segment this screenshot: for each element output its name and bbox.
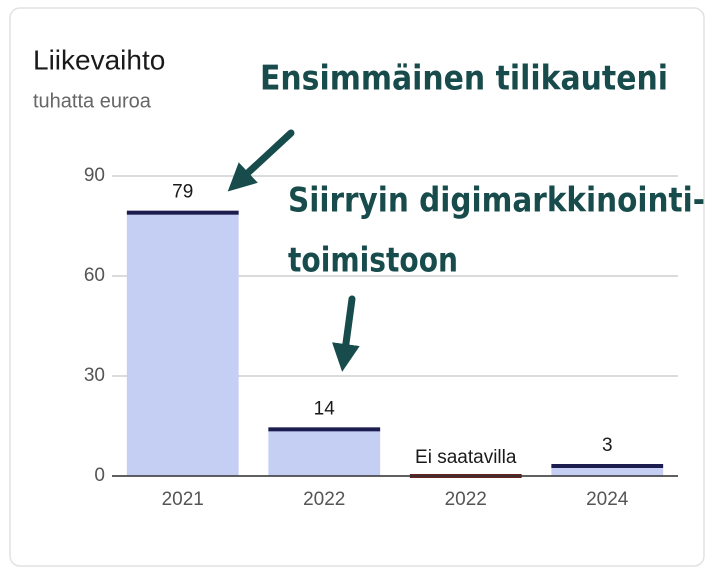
annotation: toimistoon <box>288 241 458 281</box>
arrow <box>332 295 360 372</box>
arrow <box>227 129 295 192</box>
bar <box>126 212 239 476</box>
y-tick-label: 30 <box>84 365 105 386</box>
y-tick-label: 90 <box>84 165 105 186</box>
value-label: 14 <box>314 398 336 419</box>
value-label: 3 <box>602 435 613 456</box>
bar <box>268 429 381 476</box>
y-tick-label: 0 <box>94 465 105 486</box>
annotation: Siirryin digimarkkinointi- <box>288 181 705 221</box>
x-tick-label: 2021 <box>162 489 204 510</box>
y-tick-label: 60 <box>84 265 105 286</box>
bar-cap <box>551 464 664 468</box>
chart-subtitle: tuhatta euroa <box>33 90 152 112</box>
bar <box>551 466 664 476</box>
x-tick-label: 2024 <box>586 489 629 510</box>
value-label: Ei saatavilla <box>415 447 517 468</box>
plot: 0 30 60 90 2021 79 2022 14 2022 Ei saatavilla 2024… <box>84 165 678 510</box>
x-tick-label: 2022 <box>445 489 487 510</box>
chart-title: Liikevaihto <box>33 44 165 75</box>
value-label: 79 <box>172 182 193 203</box>
x-tick-label: 2022 <box>303 489 345 510</box>
bar-cap <box>126 210 239 215</box>
annotation: Ensimmäinen tilikauteni <box>260 59 668 99</box>
bar-cap <box>268 427 381 432</box>
